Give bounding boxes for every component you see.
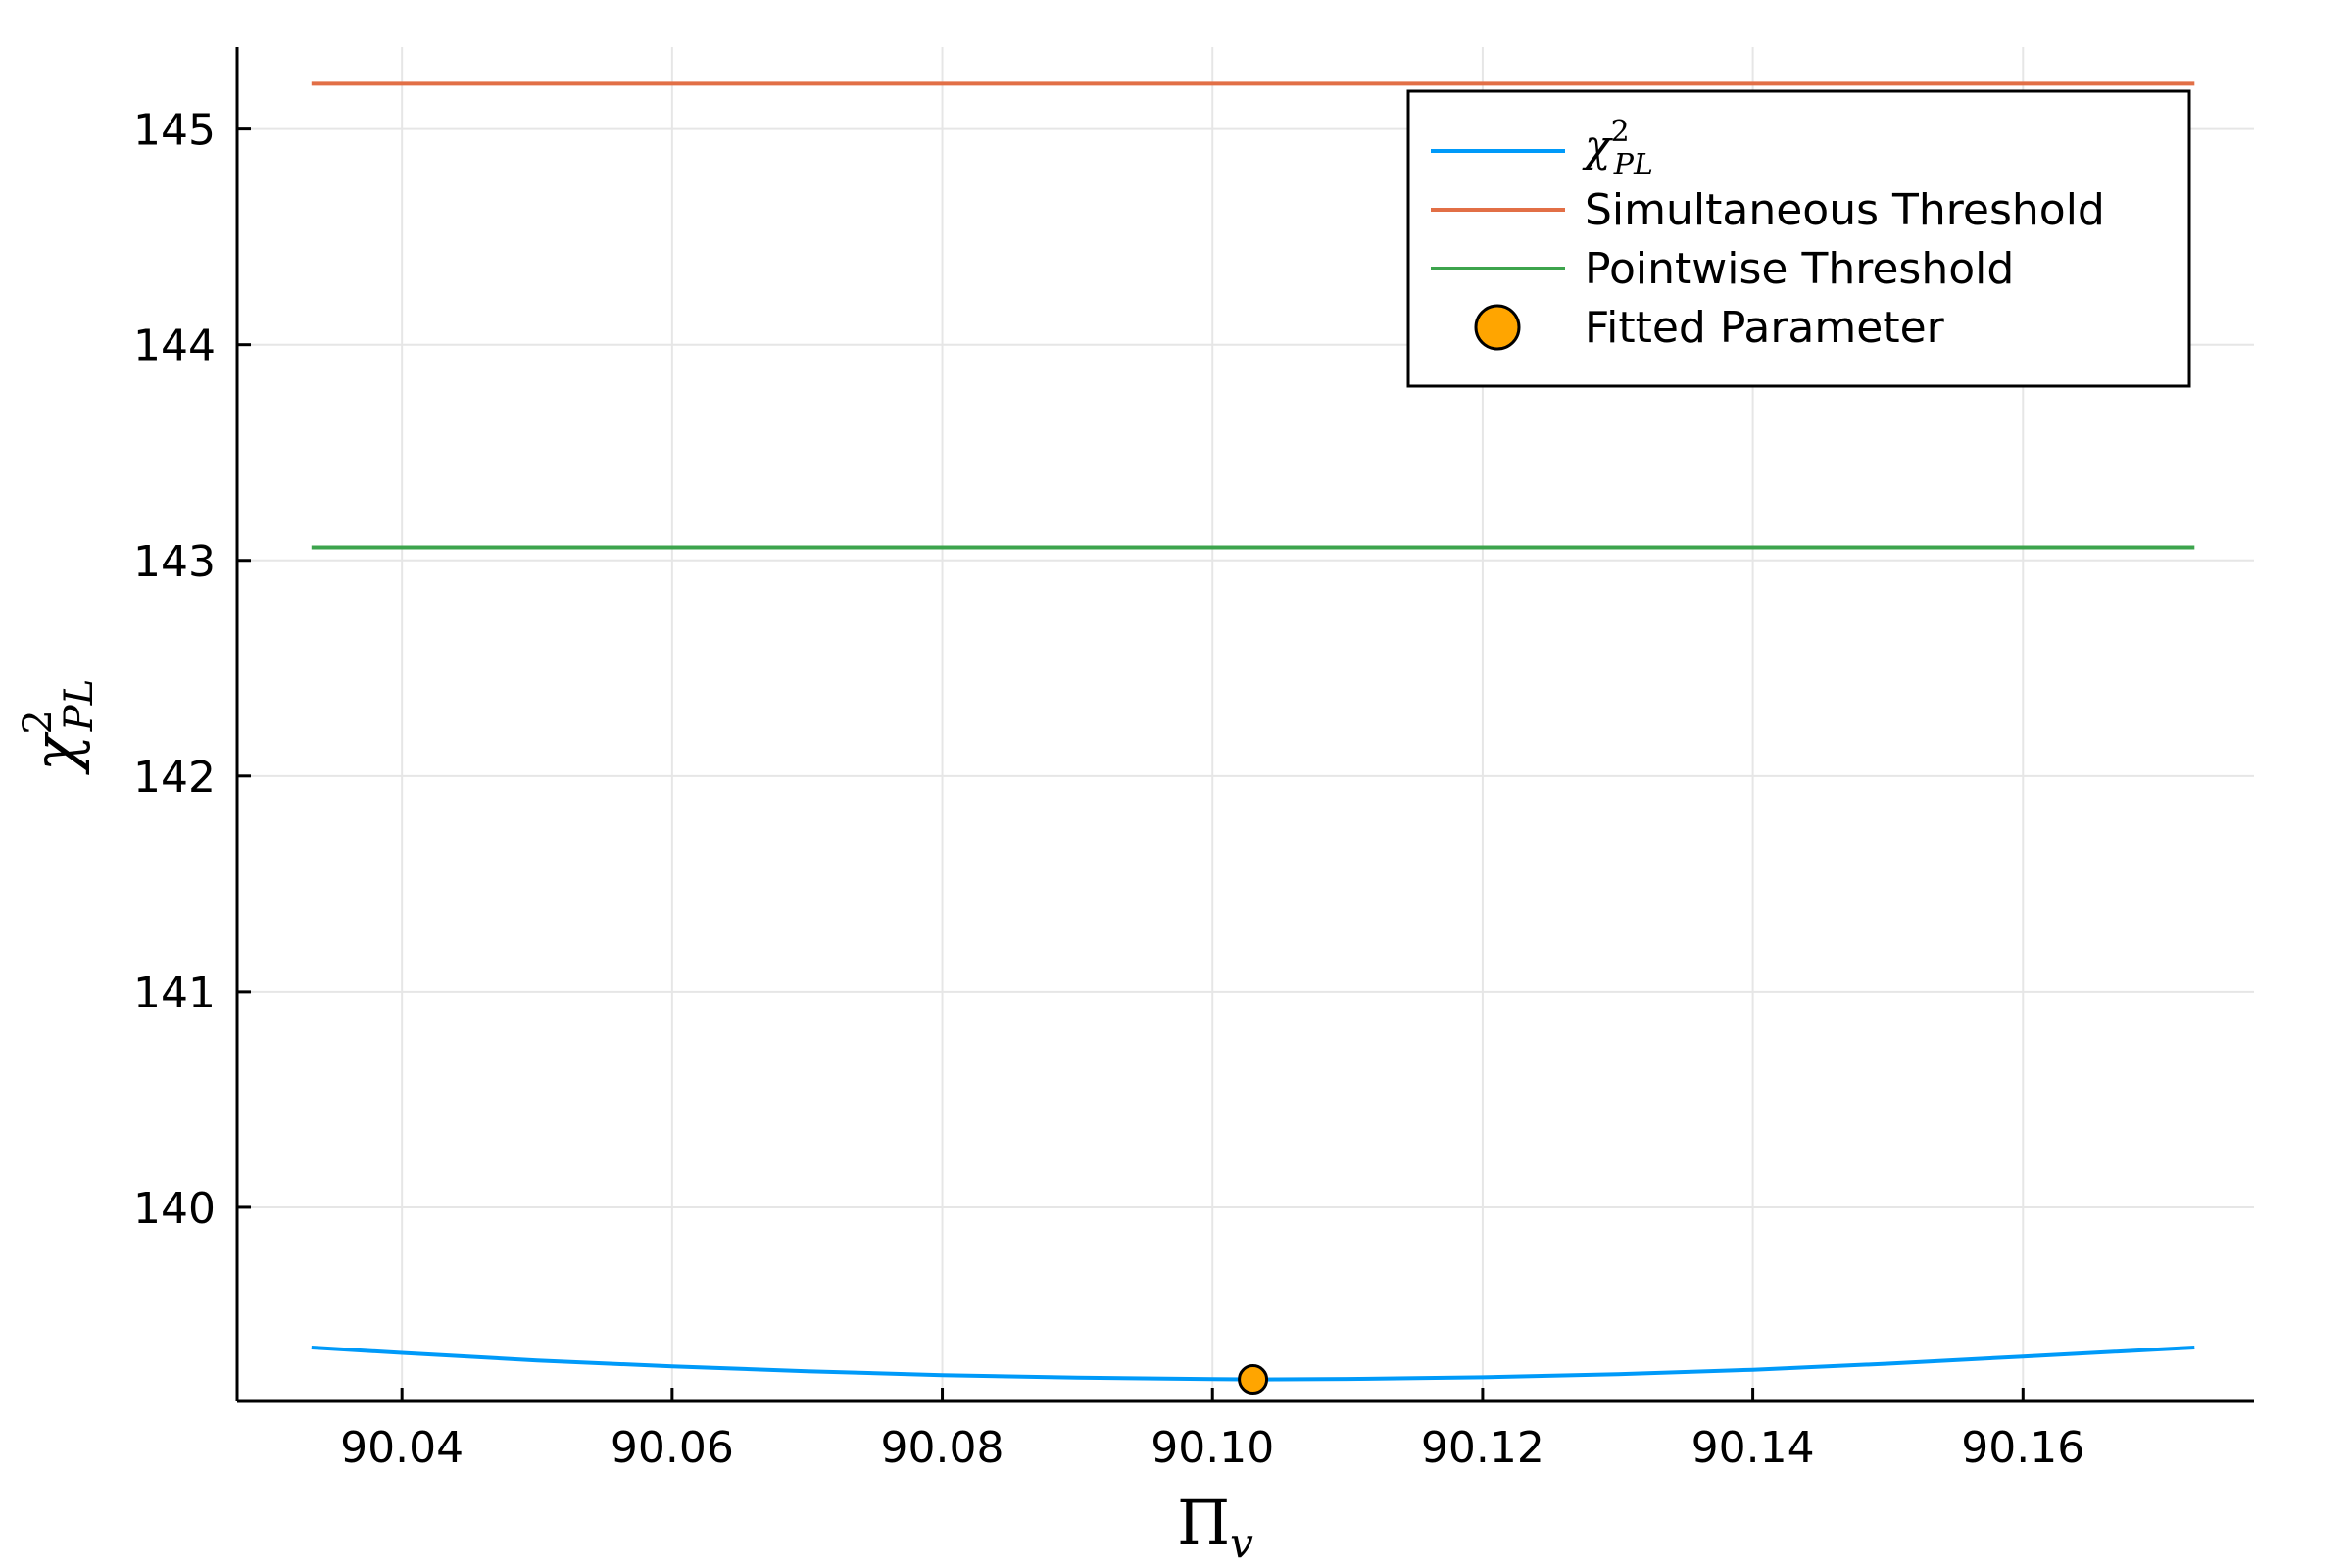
legend-marker-fitted [1474, 304, 1521, 351]
y-tick-label: 142 [133, 753, 216, 803]
x-tick-label: 90.04 [340, 1423, 464, 1473]
legend-label-pointwise: Pointwise Threshold [1585, 244, 2014, 294]
legend: χ2 PL Simultaneous Threshold Pointwise Th… [1406, 89, 2191, 388]
y-axis-label: χ2PL [16, 679, 102, 776]
y-tick-label: 145 [133, 106, 216, 156]
x-tick-label: 90.14 [1691, 1423, 1815, 1473]
x-axis-label: Πv [1177, 1487, 1253, 1567]
legend-label-fitted: Fitted Parameter [1585, 303, 1945, 353]
x-tick-label: 90.10 [1151, 1423, 1274, 1473]
legend-label-simultaneous: Simultaneous Threshold [1585, 185, 2105, 235]
ticks: 90.04 90.06 90.08 90.10 90.12 90.14 90.16 140 14… [133, 106, 2084, 1473]
y-tick-label: 143 [133, 537, 216, 587]
y-tick-label: 140 [133, 1184, 216, 1234]
y-tick-label: 141 [133, 968, 216, 1018]
legend-box [1406, 89, 2191, 388]
x-tick-label: 90.06 [611, 1423, 734, 1473]
x-tick-label: 90.16 [1961, 1423, 2084, 1473]
series-layer [311, 81, 2195, 1396]
legend-label-chi2: χ2 PL [1582, 115, 1653, 182]
x-tick-label: 90.08 [881, 1423, 1004, 1473]
axes [235, 47, 2254, 1403]
series-point-fitted [1238, 1364, 1269, 1396]
series-line-chi2 [311, 1346, 2195, 1382]
x-tick-label: 90.12 [1421, 1423, 1544, 1473]
y-tick-label: 144 [133, 321, 216, 371]
